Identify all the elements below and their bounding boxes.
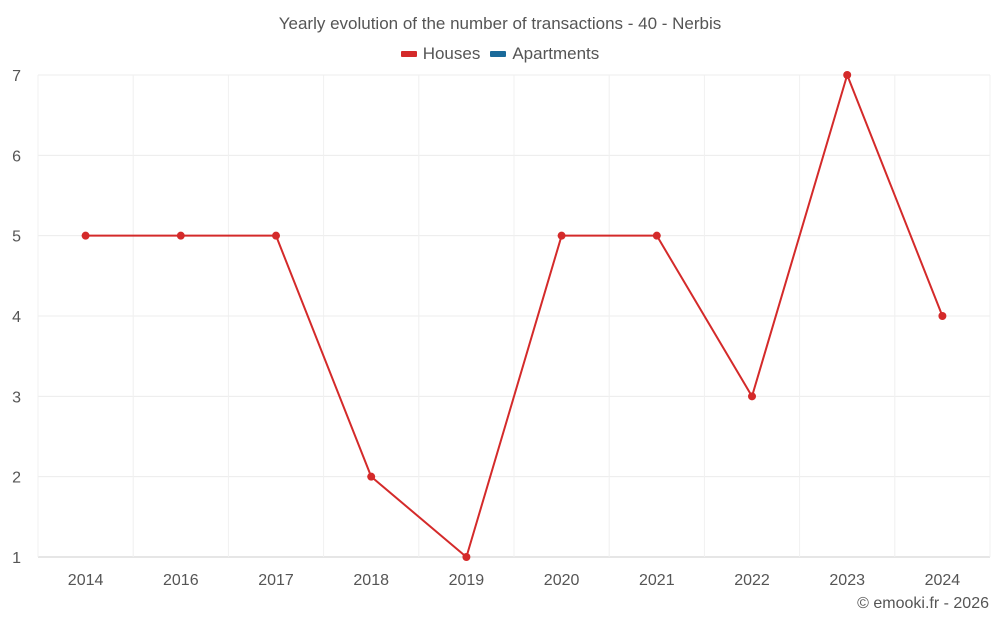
data-point [748,392,756,401]
series-layer [81,71,947,561]
legend-item-apartments[interactable]: Apartments [490,44,599,64]
chart-title: Yearly evolution of the number of transa… [278,14,722,33]
data-point [652,231,661,240]
x-tick-label: 2019 [449,572,485,589]
y-tick-label: 1 [12,550,21,567]
y-tick-label: 5 [12,229,21,246]
y-tick-label: 7 [12,68,21,85]
legend-label-apartments: Apartments [512,44,600,63]
apartments-swatch-icon [490,51,507,57]
x-tick-label: 2023 [829,572,865,589]
x-tick-label: 2014 [68,572,104,589]
x-tick-label: 2024 [925,572,961,589]
legend: Houses Apartments [0,44,1000,64]
axis-layer: 1 2 3 4 5 6 7 2014 2016 2017 2018 2019 2020 2021 2022 2… [12,68,960,589]
data-point [462,553,471,561]
legend-label-houses: Houses [422,44,481,63]
data-point [843,71,852,79]
y-tick-label: 3 [12,389,21,406]
x-tick-label: 2021 [639,572,675,589]
y-tick-label: 2 [12,470,21,487]
credit-text: © emooki.fr - 2026 [857,595,989,612]
grid-layer [37,74,991,558]
x-tick-label: 2016 [163,572,199,589]
data-point [176,231,185,240]
series-line-houses [85,74,944,558]
data-point [272,231,280,240]
x-tick-label: 2022 [734,572,770,589]
houses-swatch-icon [400,51,417,57]
x-tick-label: 2017 [258,572,294,589]
y-tick-label: 6 [12,148,21,165]
data-point [81,231,90,240]
data-point [557,231,566,240]
data-point [367,472,376,481]
data-point [938,312,947,320]
y-tick-label: 4 [12,309,21,326]
legend-item-houses[interactable]: Houses [400,44,481,64]
x-tick-label: 2018 [353,572,389,589]
x-tick-label: 2020 [544,572,580,589]
